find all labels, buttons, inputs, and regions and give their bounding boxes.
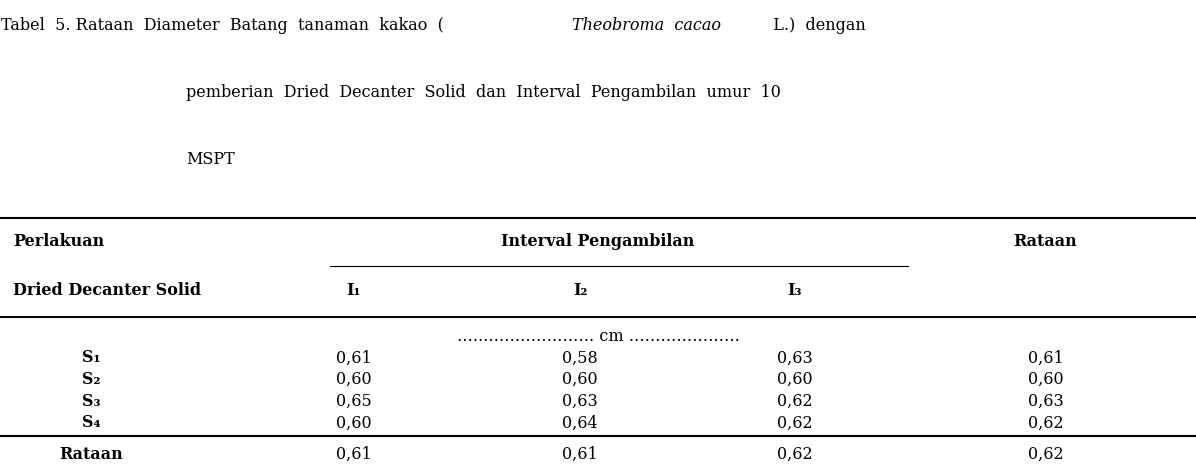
Text: 0,60: 0,60	[336, 414, 371, 432]
Text: Dried Decanter Solid: Dried Decanter Solid	[13, 282, 201, 299]
Text: 0,61: 0,61	[336, 446, 371, 463]
Text: 0,62: 0,62	[1027, 414, 1063, 432]
Text: I₂: I₂	[573, 282, 587, 299]
Text: 0,63: 0,63	[777, 350, 813, 366]
Text: Perlakuan: Perlakuan	[13, 233, 104, 250]
Text: 0,65: 0,65	[336, 393, 371, 410]
Text: MSPT: MSPT	[187, 151, 236, 168]
Text: 0,64: 0,64	[562, 414, 598, 432]
Text: pemberian  Dried  Decanter  Solid  dan  Interval  Pengambilan  umur  10: pemberian Dried Decanter Solid dan Inter…	[187, 84, 781, 101]
Text: Rataan: Rataan	[1013, 233, 1078, 250]
Text: 0,60: 0,60	[777, 371, 813, 388]
Text: 0,58: 0,58	[562, 350, 598, 366]
Text: 0,60: 0,60	[336, 371, 371, 388]
Text: Tabel  5. Rataan  Diameter  Batang  tanaman  kakao  (: Tabel 5. Rataan Diameter Batang tanaman …	[1, 18, 444, 34]
Text: I₃: I₃	[788, 282, 803, 299]
Text: Rataan: Rataan	[59, 446, 123, 463]
Text: Interval Pengambilan: Interval Pengambilan	[501, 233, 695, 250]
Text: 0,62: 0,62	[777, 446, 813, 463]
Text: S₃: S₃	[81, 393, 100, 410]
Text: 0,62: 0,62	[1027, 446, 1063, 463]
Text: Theobroma  cacao: Theobroma cacao	[572, 18, 720, 34]
Text: 0,61: 0,61	[336, 350, 371, 366]
Text: 0,60: 0,60	[562, 371, 598, 388]
Text: S₁: S₁	[81, 350, 100, 366]
Text: 0,61: 0,61	[1027, 350, 1063, 366]
Text: 0,62: 0,62	[777, 414, 813, 432]
Text: …..………………… cm …………………: …..………………… cm …………………	[457, 328, 739, 345]
Text: I₁: I₁	[346, 282, 361, 299]
Text: 0,61: 0,61	[562, 446, 598, 463]
Text: S₂: S₂	[81, 371, 100, 388]
Text: S₄: S₄	[81, 414, 100, 432]
Text: 0,62: 0,62	[777, 393, 813, 410]
Text: L.)  dengan: L.) dengan	[763, 18, 866, 34]
Text: 0,63: 0,63	[1027, 393, 1063, 410]
Text: 0,60: 0,60	[1027, 371, 1063, 388]
Text: 0,63: 0,63	[562, 393, 598, 410]
